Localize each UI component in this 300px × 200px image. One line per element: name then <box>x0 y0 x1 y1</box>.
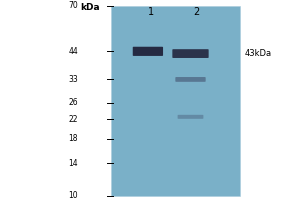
FancyBboxPatch shape <box>175 77 206 82</box>
Text: 18: 18 <box>68 134 78 143</box>
Text: 2: 2 <box>194 7 200 17</box>
Text: 10: 10 <box>68 192 78 200</box>
Text: 26: 26 <box>68 98 78 107</box>
Text: 33: 33 <box>68 75 78 84</box>
Text: 22: 22 <box>68 115 78 124</box>
Bar <box>111 6 240 196</box>
Text: 14: 14 <box>68 159 78 168</box>
FancyBboxPatch shape <box>172 49 209 58</box>
FancyBboxPatch shape <box>178 115 203 119</box>
Text: 70: 70 <box>68 1 78 10</box>
Text: 44: 44 <box>68 47 78 56</box>
Text: kDa: kDa <box>80 3 100 12</box>
FancyBboxPatch shape <box>133 47 163 56</box>
Text: 43kDa: 43kDa <box>244 49 272 58</box>
Text: 1: 1 <box>148 7 154 17</box>
